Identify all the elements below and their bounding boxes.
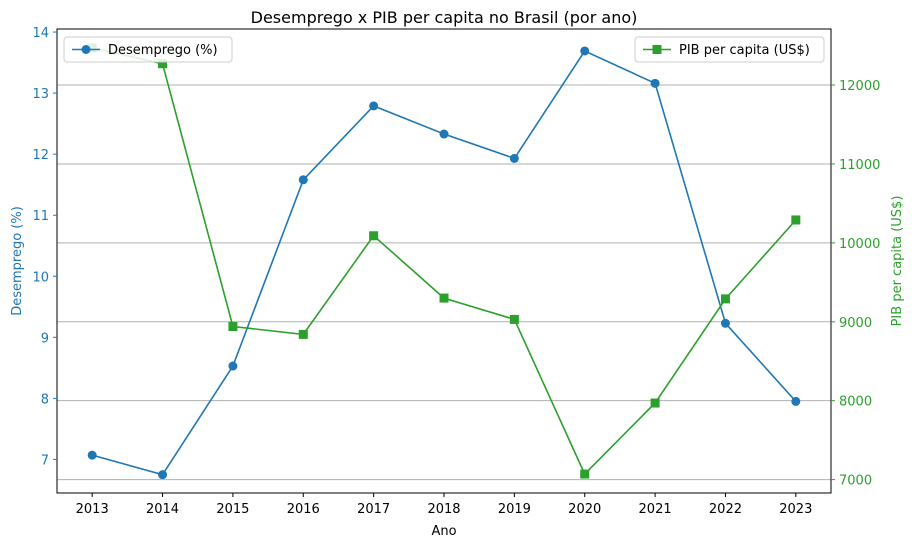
chart-title: Desemprego x PIB per capita no Brasil (p… bbox=[251, 8, 638, 27]
data-point bbox=[509, 314, 519, 324]
x-tick-label: 2013 bbox=[76, 502, 109, 517]
y-left-tick-label: 14 bbox=[32, 26, 49, 41]
legend-marker bbox=[652, 45, 662, 54]
legend-box bbox=[63, 36, 233, 63]
y-left-tick-label: 11 bbox=[32, 209, 49, 224]
data-point bbox=[791, 396, 801, 406]
grid-lines bbox=[57, 84, 831, 481]
data-point bbox=[87, 450, 97, 460]
data-point bbox=[298, 175, 308, 185]
y-axis-left: 7 8 9 10 11 12 13 14 bbox=[32, 26, 57, 468]
data-point bbox=[720, 318, 730, 328]
series-line bbox=[91, 49, 797, 476]
y-left-tick-label: 13 bbox=[32, 87, 49, 102]
x-tick-label: 2019 bbox=[498, 502, 531, 517]
legend-right: PIB per capita (US$) bbox=[634, 36, 825, 63]
x-axis-label: Ano bbox=[431, 524, 456, 539]
data-point bbox=[439, 293, 449, 303]
legend-label: Desemprego (%) bbox=[108, 43, 218, 58]
y-axis-left-label: Desemprego (%) bbox=[10, 206, 25, 316]
x-tick-label: 2020 bbox=[568, 502, 601, 517]
y-right-tick-label: 7000 bbox=[839, 474, 872, 489]
y-left-tick-label: 10 bbox=[32, 270, 49, 285]
x-tick-label: 2016 bbox=[287, 502, 320, 517]
data-point bbox=[439, 129, 449, 139]
y-left-tick-label: 8 bbox=[41, 392, 49, 407]
series-layer bbox=[87, 43, 801, 480]
x-tick-label: 2023 bbox=[779, 502, 812, 517]
x-tick-label: 2022 bbox=[709, 502, 742, 517]
data-point bbox=[298, 329, 308, 339]
data-point bbox=[369, 101, 379, 111]
y-right-tick-label: 12000 bbox=[839, 79, 880, 94]
series-line bbox=[92, 47, 797, 476]
plot-frame bbox=[56, 28, 832, 494]
x-tick-label: 2018 bbox=[427, 502, 460, 517]
x-tick-label: 2017 bbox=[357, 502, 390, 517]
y-axis-right-label: PIB per capita (US$) bbox=[890, 196, 905, 327]
legend-label: PIB per capita (US$) bbox=[679, 43, 810, 58]
data-point bbox=[791, 215, 801, 225]
data-point bbox=[228, 321, 238, 331]
data-point bbox=[580, 469, 590, 479]
data-point bbox=[158, 470, 168, 480]
x-tick-label: 2014 bbox=[146, 502, 179, 517]
data-point bbox=[369, 231, 379, 241]
data-point bbox=[650, 398, 660, 408]
legend-left: Desemprego (%) bbox=[63, 36, 233, 63]
legend-marker bbox=[81, 45, 91, 54]
y-right-tick-label: 11000 bbox=[839, 158, 880, 173]
y-right-tick-label: 8000 bbox=[839, 395, 872, 410]
data-point bbox=[580, 46, 590, 56]
data-point bbox=[509, 153, 519, 163]
series-2 bbox=[87, 43, 801, 479]
x-axis: 2013 2014 2015 2016 2017 2018 2019 2020 2021 2022… bbox=[76, 493, 812, 517]
legend-box bbox=[634, 36, 825, 63]
y-left-tick-label: 7 bbox=[41, 453, 49, 468]
data-point bbox=[228, 361, 238, 371]
y-axis-right: 7000 8000 9000 10000 11000 12000 bbox=[831, 79, 880, 489]
data-point bbox=[158, 59, 168, 69]
x-tick-label: 2021 bbox=[639, 502, 672, 517]
x-tick-label: 2015 bbox=[216, 502, 249, 517]
y-left-tick-label: 12 bbox=[32, 148, 49, 163]
y-left-tick-label: 9 bbox=[41, 331, 49, 346]
y-right-tick-label: 10000 bbox=[839, 237, 880, 252]
series-1 bbox=[87, 46, 801, 480]
data-point bbox=[720, 294, 730, 304]
y-right-tick-label: 9000 bbox=[839, 316, 872, 331]
data-point bbox=[650, 78, 660, 88]
